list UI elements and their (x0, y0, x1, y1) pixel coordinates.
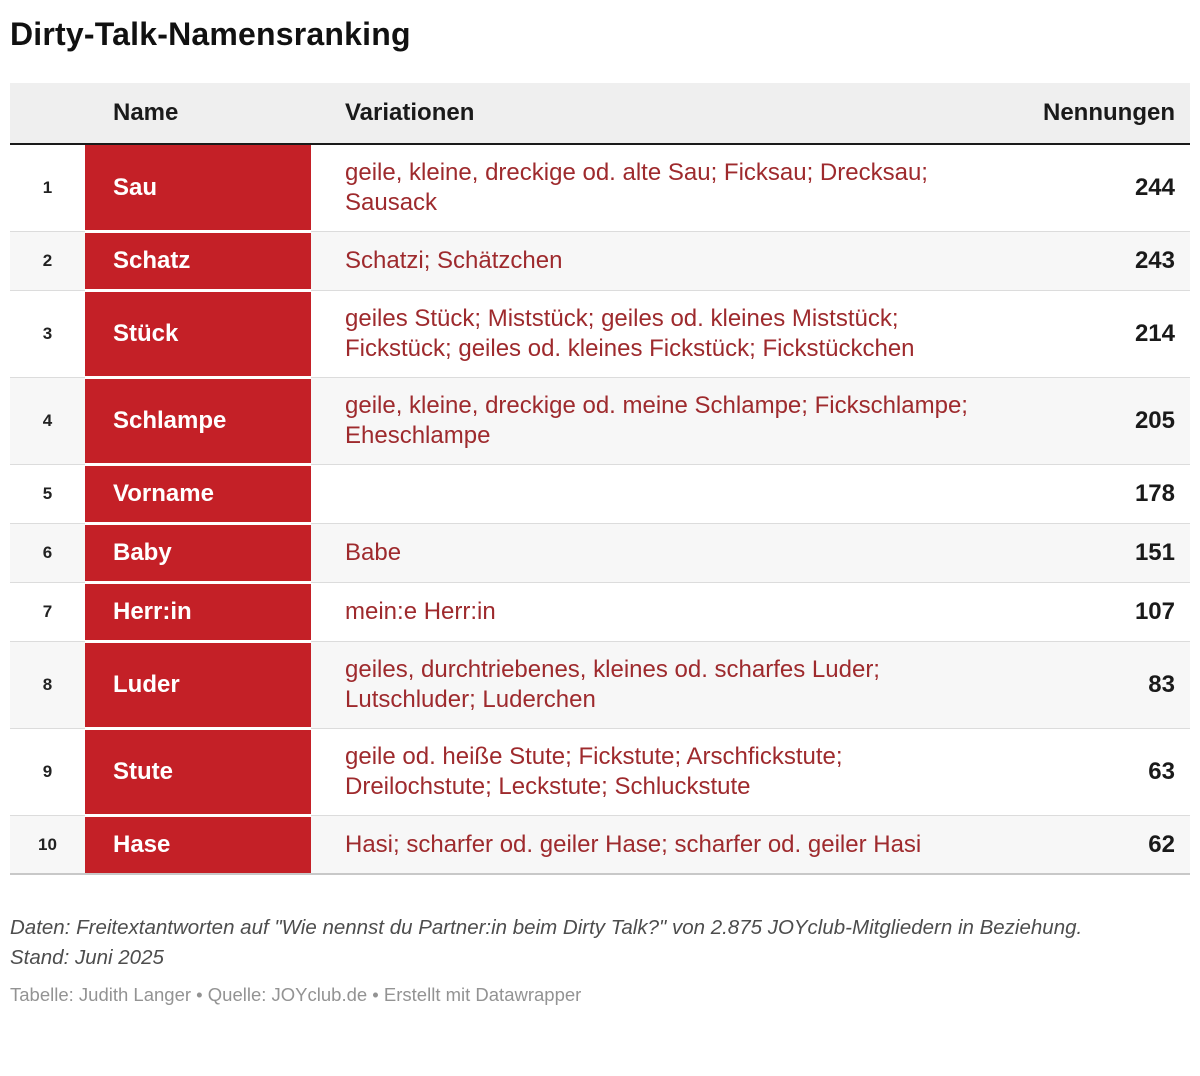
count-cell: 178 (1030, 464, 1190, 524)
count-cell: 214 (1030, 290, 1190, 378)
count-cell: 107 (1030, 582, 1190, 642)
rank-cell: 5 (10, 464, 85, 524)
name-cell: Stute (85, 727, 311, 816)
ranking-table: Name Variationen Nennungen 1 Sau geile, … (10, 83, 1190, 875)
page-title: Dirty-Talk-Namensranking (10, 16, 411, 52)
count-cell: 151 (1030, 523, 1190, 583)
variations-cell: geile od. heiße Stute; Fickstute; Arschf… (311, 728, 1030, 816)
variations-cell: geiles Stück; Miststück; geiles od. klei… (311, 290, 1030, 378)
name-cell: Stück (85, 289, 311, 378)
name-cell: Sau (85, 144, 311, 232)
attribution-byline: Tabelle: Judith Langer • Quelle: JOYclub… (10, 984, 582, 1005)
variations-cell: Babe (311, 523, 1030, 583)
name-cell: Vorname (85, 463, 311, 524)
footer: Daten: Freitextantworten auf "Wie nennst… (10, 913, 1190, 1006)
data-notes: Daten: Freitextantworten auf "Wie nennst… (10, 916, 1083, 969)
variations-cell: geile, kleine, dreckige od. meine Schlam… (311, 377, 1030, 465)
count-cell: 83 (1030, 641, 1190, 729)
rank-cell: 3 (10, 290, 85, 378)
rank-cell: 9 (10, 728, 85, 816)
variations-cell: mein:e Herr:in (311, 582, 1030, 642)
column-header-variations: Variationen (311, 83, 1030, 145)
table-row: 2 Schatz Schatzi; Schätzchen 243 (10, 230, 1190, 291)
table-row: 9 Stute geile od. heiße Stute; Fickstute… (10, 727, 1190, 816)
rank-cell: 8 (10, 641, 85, 729)
column-header-name: Name (85, 83, 311, 145)
rank-cell: 1 (42, 178, 53, 197)
name-cell: Schlampe (85, 376, 311, 465)
table-row: 6 Baby Babe 151 (10, 522, 1190, 583)
name-cell: Luder (85, 640, 311, 729)
table-row: 10 Hase Hasi; scharfer od. geiler Hase; … (10, 814, 1190, 875)
rank-cell: 10 (10, 815, 85, 875)
variations-cell: Hasi; scharfer od. geiler Hase; scharfer… (311, 815, 1030, 875)
table-row: 4 Schlampe geile, kleine, dreckige od. m… (10, 376, 1190, 465)
count-cell: 205 (1030, 377, 1190, 465)
table-body: 1 Sau geile, kleine, dreckige od. alte S… (10, 144, 1190, 875)
rank-cell: 6 (10, 523, 85, 583)
name-cell: Baby (85, 522, 311, 583)
count-cell: 63 (1030, 728, 1190, 816)
table-row: 1 Sau geile, kleine, dreckige od. alte S… (10, 144, 1190, 232)
rank-cell: 7 (10, 582, 85, 642)
variations-cell: geiles, durchtriebenes, kleines od. scha… (311, 641, 1030, 729)
name-cell: Hase (85, 814, 311, 875)
column-header-count: Nennungen (1030, 83, 1190, 145)
table-row: 5 Vorname 178 (10, 463, 1190, 524)
variations-cell: geile, kleine, dreckige od. alte Sau; Fi… (345, 159, 928, 216)
table-header: Name Variationen Nennungen (10, 83, 1190, 145)
table-row: 7 Herr:in mein:e Herr:in 107 (10, 581, 1190, 642)
count-cell: 243 (1030, 231, 1190, 291)
count-cell: 244 (1134, 174, 1175, 201)
variations-cell (311, 464, 1030, 524)
name-cell: Herr:in (85, 581, 311, 642)
table-row: 3 Stück geiles Stück; Miststück; geiles … (10, 289, 1190, 378)
rank-cell: 4 (10, 377, 85, 465)
rank-cell: 2 (10, 231, 85, 291)
column-header-rank (10, 83, 85, 145)
variations-cell: Schatzi; Schätzchen (311, 231, 1030, 291)
table-row: 8 Luder geiles, durchtriebenes, kleines … (10, 640, 1190, 729)
name-cell: Schatz (85, 230, 311, 291)
count-cell: 62 (1030, 815, 1190, 875)
